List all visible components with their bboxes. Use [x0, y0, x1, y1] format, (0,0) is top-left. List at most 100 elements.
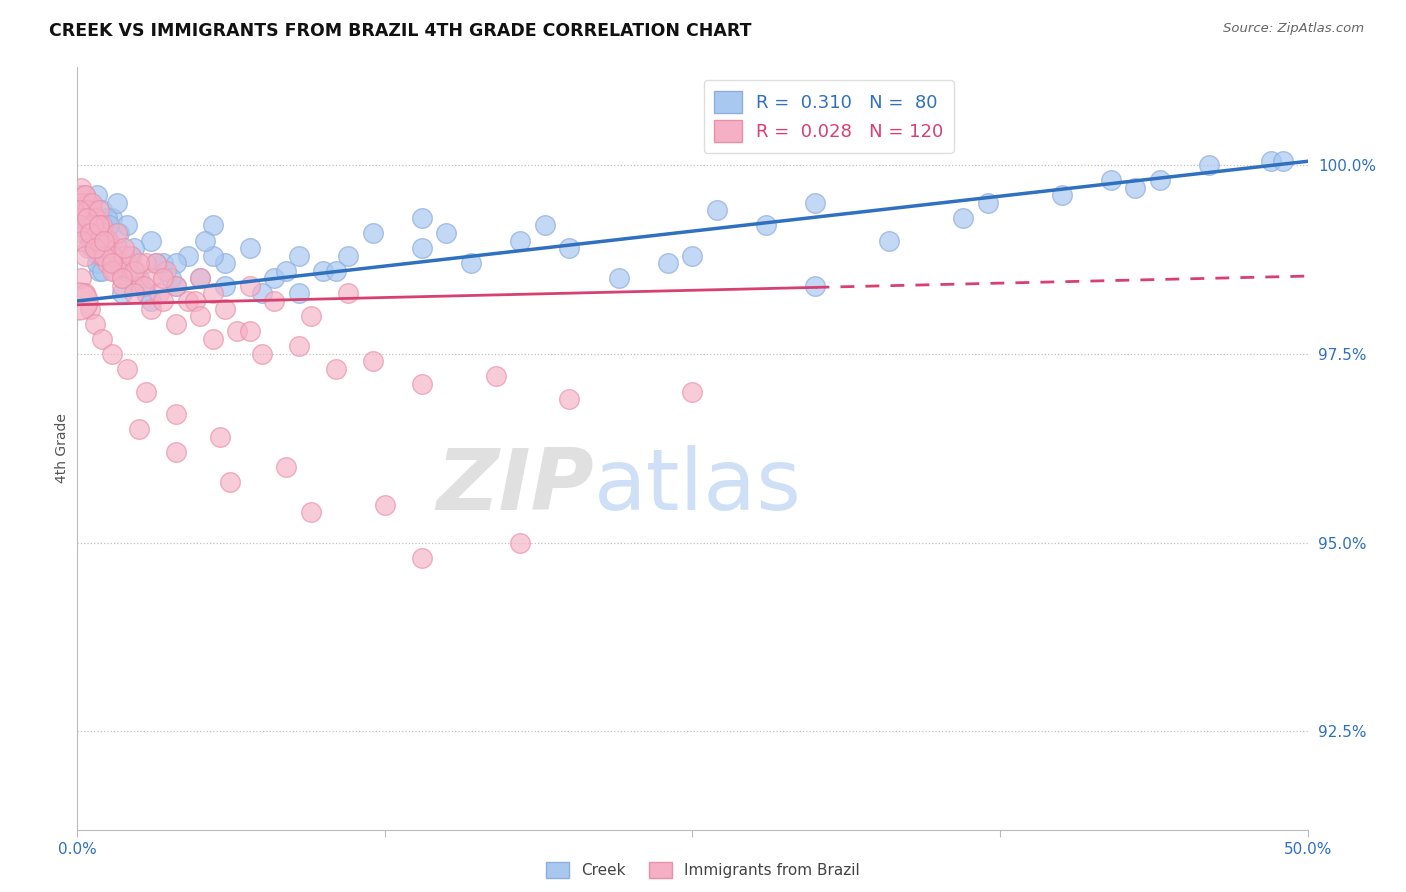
Y-axis label: 4th Grade: 4th Grade	[55, 413, 69, 483]
Point	[299, 505, 322, 519]
Point	[361, 226, 384, 240]
Point	[122, 241, 145, 255]
Point	[89, 219, 111, 233]
Point	[141, 271, 163, 285]
Point	[69, 195, 91, 210]
Point	[509, 535, 531, 549]
Point	[105, 195, 128, 210]
Point	[72, 226, 94, 240]
Point	[145, 256, 167, 270]
Point	[75, 203, 97, 218]
Point	[73, 211, 96, 225]
Point	[312, 264, 335, 278]
Point	[96, 234, 118, 248]
Point	[165, 256, 187, 270]
Point	[1260, 154, 1282, 169]
Point	[75, 203, 97, 218]
Point	[276, 460, 298, 475]
Point	[188, 309, 212, 323]
Point	[214, 301, 236, 316]
Point	[155, 264, 177, 278]
Point	[70, 271, 93, 285]
Point	[79, 301, 101, 316]
Point	[90, 219, 114, 233]
Point	[82, 203, 104, 218]
Point	[534, 219, 557, 233]
Point	[239, 241, 262, 255]
Point	[201, 286, 224, 301]
Point	[86, 226, 108, 240]
Point	[165, 407, 187, 421]
Point	[93, 241, 115, 255]
Point	[509, 234, 531, 248]
Legend: R =  0.310   N =  80, R =  0.028   N = 120: R = 0.310 N = 80, R = 0.028 N = 120	[703, 79, 955, 153]
Point	[111, 278, 132, 293]
Point	[115, 264, 138, 278]
Point	[70, 211, 93, 225]
Point	[177, 293, 200, 308]
Point	[108, 226, 131, 240]
Point	[214, 278, 236, 293]
Point	[325, 362, 347, 376]
Point	[82, 195, 104, 210]
Point	[101, 347, 124, 361]
Point	[73, 249, 96, 263]
Point	[103, 264, 125, 278]
Point	[276, 264, 298, 278]
Point	[177, 249, 200, 263]
Point	[115, 271, 138, 285]
Point	[1149, 173, 1171, 187]
Point	[128, 256, 150, 270]
Point	[239, 324, 262, 338]
Point	[76, 203, 98, 218]
Point	[250, 347, 273, 361]
Point	[135, 256, 157, 270]
Point	[101, 256, 124, 270]
Point	[76, 226, 98, 240]
Point	[89, 203, 111, 218]
Point	[145, 256, 167, 270]
Point	[411, 550, 433, 565]
Point	[83, 234, 105, 248]
Point	[111, 264, 132, 278]
Point	[96, 234, 118, 248]
Point	[76, 211, 98, 225]
Point	[70, 211, 93, 225]
Point	[83, 317, 105, 331]
Point	[121, 249, 143, 263]
Point	[122, 286, 145, 301]
Point	[250, 286, 273, 301]
Point	[682, 384, 704, 399]
Point	[82, 219, 104, 233]
Point	[115, 362, 138, 376]
Point	[77, 195, 100, 210]
Point	[111, 271, 132, 285]
Point	[79, 219, 101, 233]
Point	[1125, 180, 1147, 194]
Point	[72, 211, 94, 225]
Point	[82, 241, 104, 255]
Point	[93, 234, 115, 248]
Point	[879, 234, 901, 248]
Point	[89, 219, 111, 233]
Point	[141, 234, 163, 248]
Point	[135, 384, 157, 399]
Point	[263, 293, 285, 308]
Point	[755, 219, 778, 233]
Point	[128, 422, 150, 436]
Point	[96, 211, 118, 225]
Point	[80, 226, 103, 240]
Point	[607, 271, 630, 285]
Point	[115, 219, 138, 233]
Point	[209, 430, 232, 444]
Point	[112, 249, 135, 263]
Point	[83, 226, 105, 240]
Point	[105, 226, 128, 240]
Point	[70, 195, 93, 210]
Point	[160, 271, 183, 285]
Point	[73, 286, 96, 301]
Point	[201, 219, 224, 233]
Point	[70, 180, 93, 194]
Point	[682, 249, 704, 263]
Point	[77, 241, 100, 255]
